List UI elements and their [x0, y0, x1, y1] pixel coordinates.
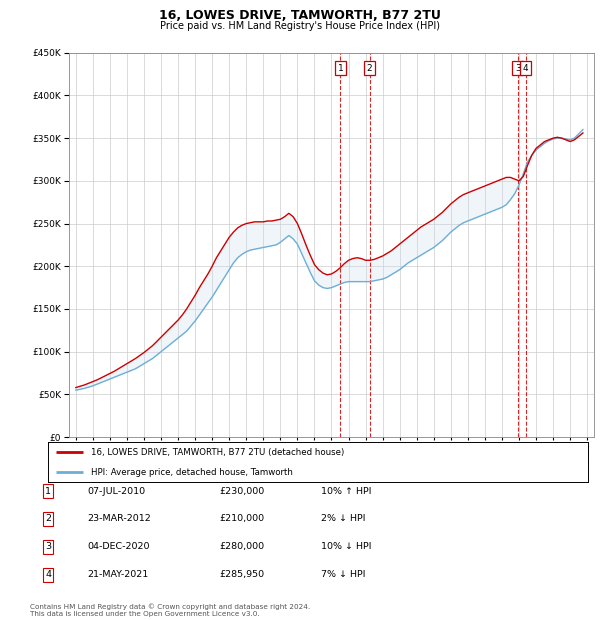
Text: 1: 1 — [45, 487, 51, 495]
Text: 7% ↓ HPI: 7% ↓ HPI — [321, 570, 365, 579]
Text: £280,000: £280,000 — [219, 542, 264, 551]
Text: £230,000: £230,000 — [219, 487, 264, 495]
Text: 4: 4 — [523, 64, 529, 73]
Text: HPI: Average price, detached house, Tamworth: HPI: Average price, detached house, Tamw… — [91, 467, 293, 477]
Text: 3: 3 — [515, 64, 521, 73]
Text: Contains HM Land Registry data © Crown copyright and database right 2024.
This d: Contains HM Land Registry data © Crown c… — [30, 603, 310, 617]
Text: £285,950: £285,950 — [219, 570, 264, 579]
Text: 4: 4 — [45, 570, 51, 579]
Text: £210,000: £210,000 — [219, 515, 264, 523]
Text: 1: 1 — [337, 64, 343, 73]
Text: 21-MAY-2021: 21-MAY-2021 — [87, 570, 148, 579]
Text: Price paid vs. HM Land Registry's House Price Index (HPI): Price paid vs. HM Land Registry's House … — [160, 21, 440, 31]
Text: 10% ↓ HPI: 10% ↓ HPI — [321, 542, 371, 551]
Text: 2: 2 — [367, 64, 373, 73]
Text: 3: 3 — [45, 542, 51, 551]
Text: 23-MAR-2012: 23-MAR-2012 — [87, 515, 151, 523]
Text: 10% ↑ HPI: 10% ↑ HPI — [321, 487, 371, 495]
Text: 04-DEC-2020: 04-DEC-2020 — [87, 542, 149, 551]
Text: 16, LOWES DRIVE, TAMWORTH, B77 2TU: 16, LOWES DRIVE, TAMWORTH, B77 2TU — [159, 9, 441, 22]
Text: 07-JUL-2010: 07-JUL-2010 — [87, 487, 145, 495]
Text: 16, LOWES DRIVE, TAMWORTH, B77 2TU (detached house): 16, LOWES DRIVE, TAMWORTH, B77 2TU (deta… — [91, 448, 344, 457]
Text: 2: 2 — [45, 515, 51, 523]
Text: 2% ↓ HPI: 2% ↓ HPI — [321, 515, 365, 523]
